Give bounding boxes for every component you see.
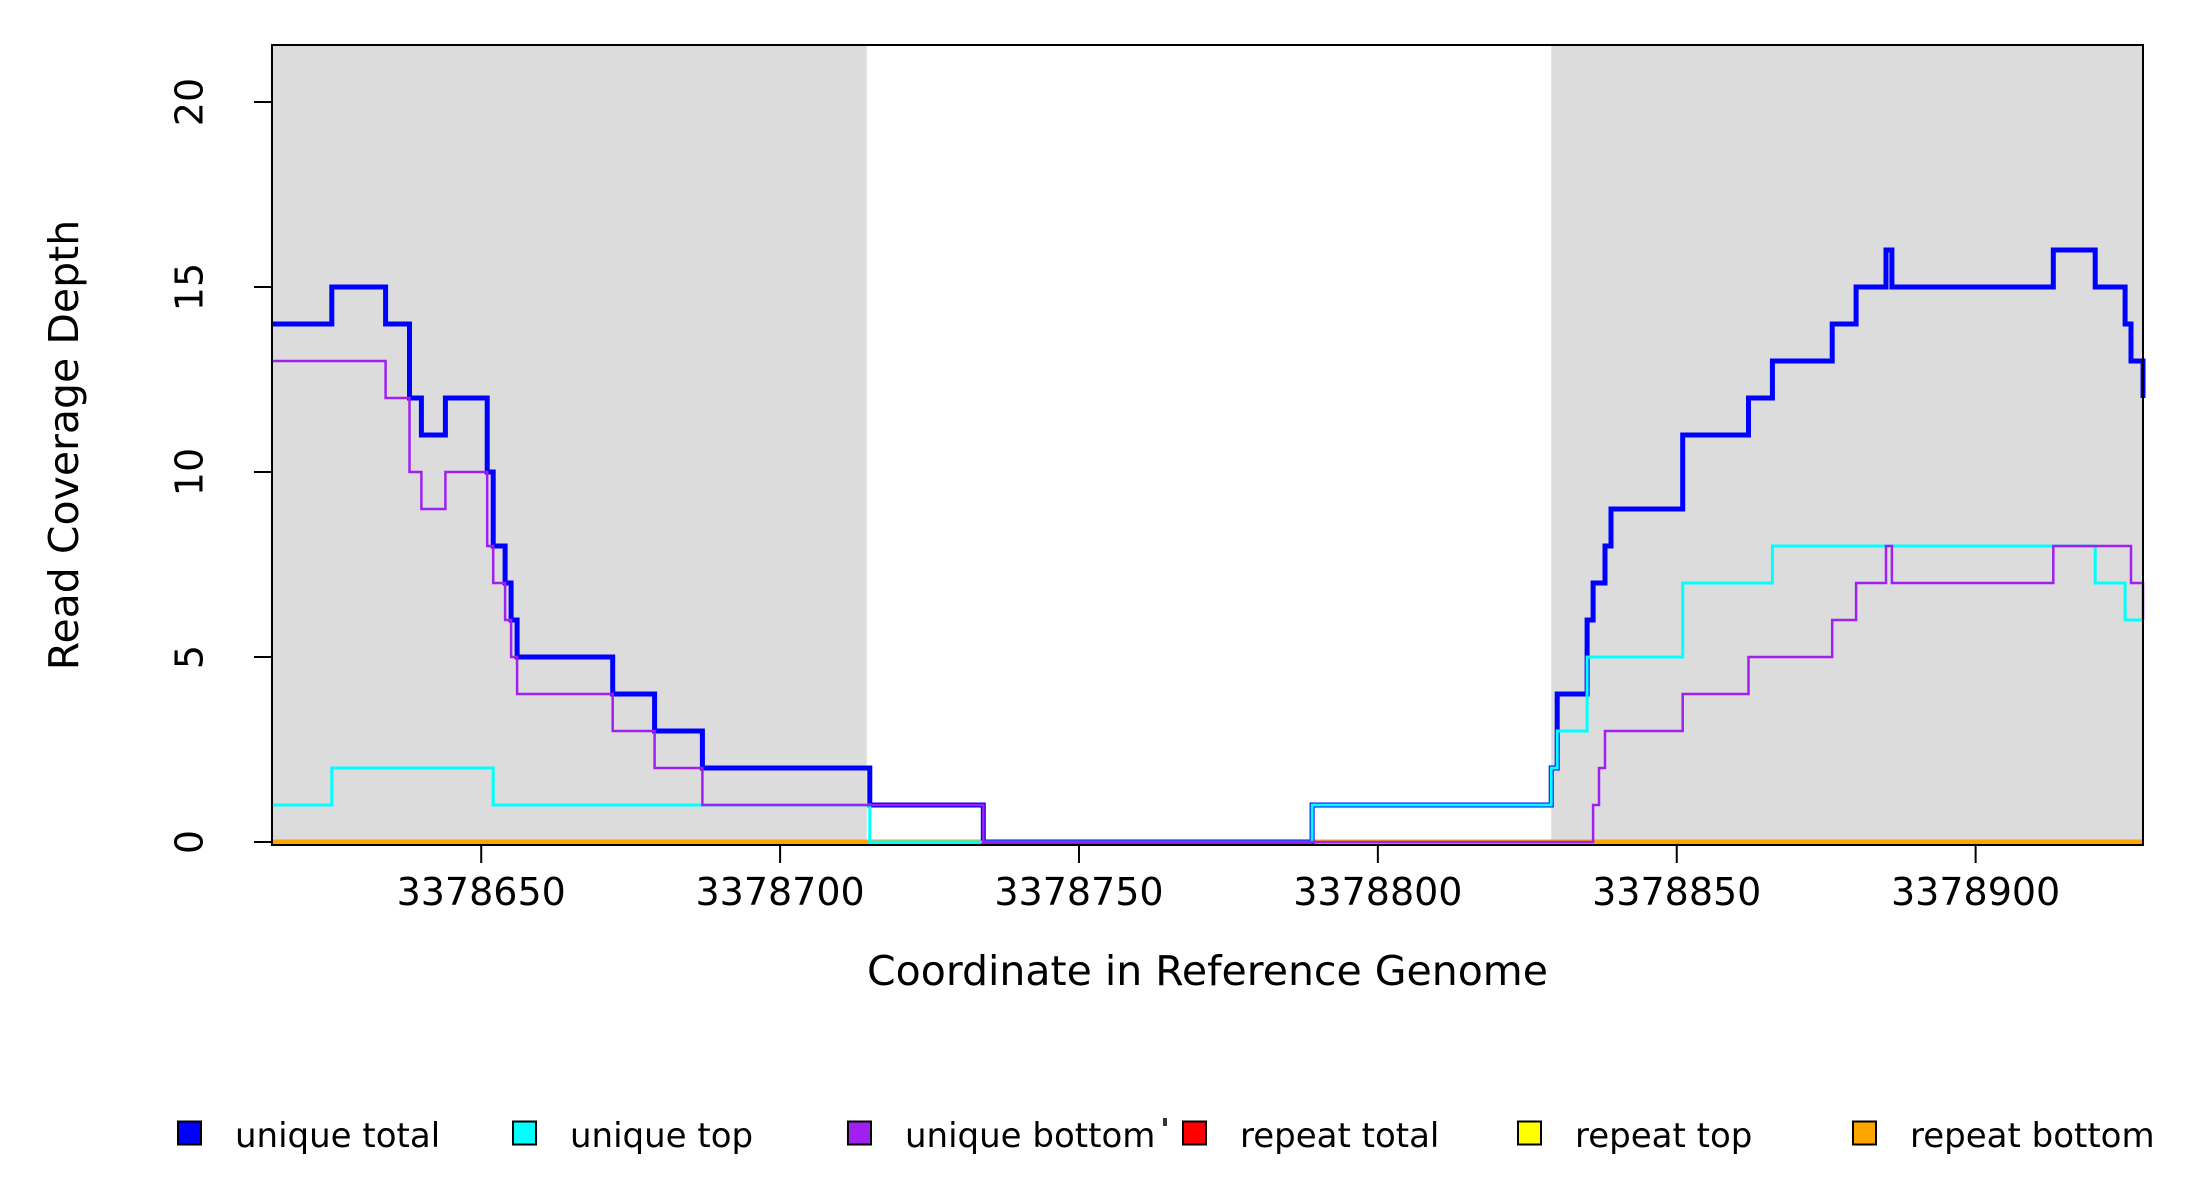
legend-swatch-unique-bottom <box>847 1120 872 1146</box>
x-tick-label: 3378700 <box>695 870 864 914</box>
series-unique-bottom-line <box>272 359 2145 844</box>
x-tick-label: 3378900 <box>1891 870 2060 914</box>
legend-swatch-unique-top <box>512 1120 537 1146</box>
legend-item: repeat top <box>1517 1116 1752 1156</box>
legend-label: unique total <box>235 1116 440 1156</box>
legend-artifact-dot <box>1163 1118 1167 1126</box>
legend-item: unique total <box>177 1116 440 1156</box>
legend-swatch-unique-total <box>177 1120 202 1146</box>
legend-label: repeat total <box>1240 1116 1439 1156</box>
legend-item: repeat total <box>1182 1116 1439 1156</box>
legend-item: unique top <box>512 1116 753 1156</box>
y-axis-title: Read Coverage Depth <box>40 220 88 670</box>
y-tick-label: 20 <box>168 78 212 126</box>
legend-swatch-repeat-bottom <box>1852 1120 1877 1146</box>
legend-label: unique top <box>570 1116 753 1156</box>
x-tick-label: 3378850 <box>1592 870 1761 914</box>
left-masked-region <box>272 45 867 845</box>
legend-label: repeat bottom <box>1910 1116 2155 1156</box>
y-tick-label: 10 <box>168 448 212 496</box>
plot-box <box>271 44 2144 846</box>
legend-swatch-repeat-top <box>1517 1120 1542 1146</box>
x-tick-label: 3378800 <box>1293 870 1462 914</box>
legend-item: unique bottom <box>847 1116 1155 1156</box>
legend-item: repeat bottom <box>1852 1116 2155 1156</box>
series-unique-top-line <box>272 544 2143 844</box>
legend-label: repeat top <box>1575 1116 1752 1156</box>
x-tick-label: 3378650 <box>397 870 566 914</box>
y-tick-label: 5 <box>168 645 212 669</box>
right-masked-region <box>1551 45 2143 845</box>
y-tick-label: 15 <box>168 263 212 311</box>
x-tick-label: 3378750 <box>994 870 1163 914</box>
legend-label: unique bottom <box>905 1116 1155 1156</box>
legend-swatch-repeat-total <box>1182 1120 1207 1146</box>
x-axis-title: Coordinate in Reference Genome <box>867 947 1548 995</box>
y-tick-label: 0 <box>168 830 212 854</box>
